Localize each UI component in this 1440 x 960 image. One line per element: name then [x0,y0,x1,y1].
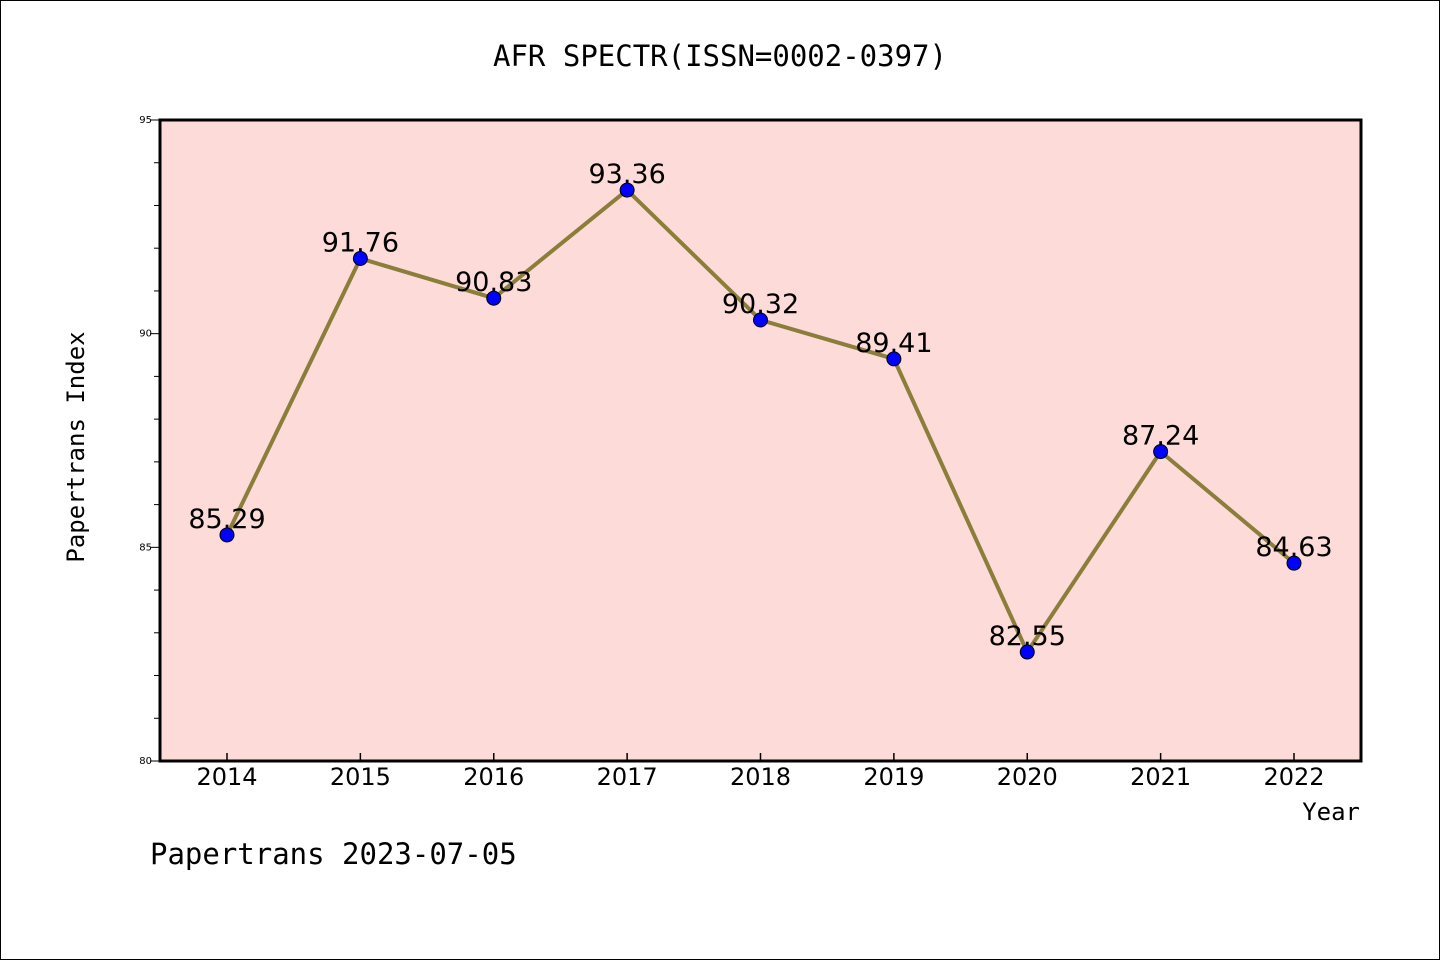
x-tick-label: 2014 [196,763,257,791]
data-label: 93.36 [588,159,665,190]
x-tick-label: 2017 [597,763,658,791]
data-point [1153,444,1169,460]
x-tick-label: 2022 [1263,763,1324,791]
plot-area [158,118,1363,763]
x-tick-label: 2019 [863,763,924,791]
data-label: 85.29 [188,504,265,535]
series-marker-layer [219,182,1302,660]
y-tick-label: 90 [139,329,152,340]
data-point [352,250,368,266]
data-label: 90.83 [455,267,532,298]
y-axis-label: Papertrans Index [62,331,90,562]
x-tick-label: 2021 [1130,763,1191,791]
x-tick-label: 2016 [463,763,524,791]
footer-note: Papertrans 2023-07-05 [150,837,517,871]
x-tick-label: 2020 [997,763,1058,791]
data-point [753,312,768,328]
data-point [1019,644,1035,660]
data-label: 82.55 [989,621,1066,652]
y-tick-label: 85 [139,542,152,553]
data-point [619,182,635,198]
y-tick-label: 95 [139,115,152,126]
data-point [1286,555,1302,571]
data-label: 87.24 [1122,421,1199,452]
x-tick-label: 2015 [330,763,391,791]
y-tick-label: 80 [139,756,152,767]
data-label-layer: 85.29 91.76 90.83 93.36 90.32 89.41 82.55 87.24… [188,159,1332,652]
data-point [219,527,235,543]
data-label: 90.32 [722,289,799,320]
data-point [886,351,902,367]
data-label: 89.41 [855,328,932,359]
data-point [486,290,502,306]
x-tick-label: 2018 [730,763,791,791]
x-axis-label: Year [1302,798,1360,826]
data-label: 91.76 [322,227,399,258]
data-label: 84.63 [1255,532,1332,563]
axis-ticks: 80 85 90 95 2014 2015 2016 2017 2018 2019 2020 2021… [139,115,1324,791]
chart-title: AFR SPECTR(ISSN=0002-0397) [493,39,947,73]
